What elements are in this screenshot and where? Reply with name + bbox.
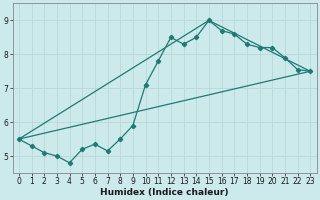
X-axis label: Humidex (Indice chaleur): Humidex (Indice chaleur) xyxy=(100,188,229,197)
